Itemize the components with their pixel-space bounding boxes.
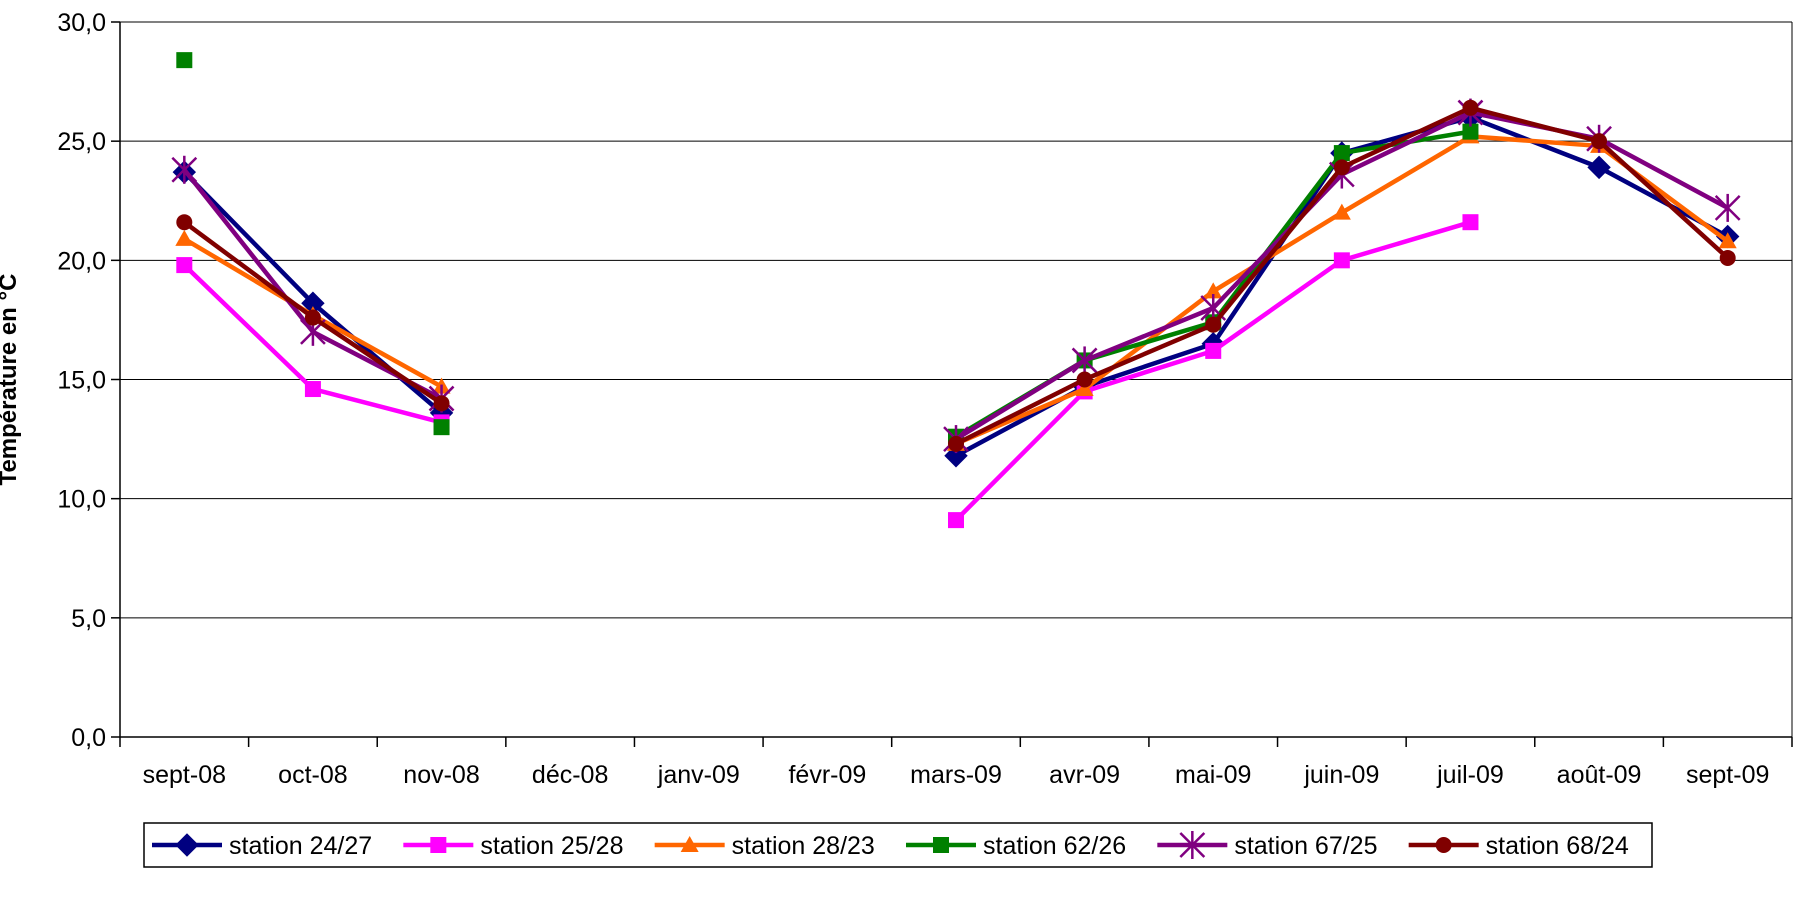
data-point (176, 214, 193, 231)
data-point (176, 257, 193, 274)
x-tick-label: sept-08 (143, 761, 226, 789)
data-point (304, 381, 321, 398)
y-axis-label: Température en °C (0, 274, 22, 486)
data-point (1179, 831, 1206, 859)
legend-label: station 24/27 (229, 832, 372, 860)
data-point (176, 52, 193, 69)
data-point (433, 395, 450, 412)
data-point (1462, 99, 1479, 116)
legend-label: station 68/24 (1486, 832, 1629, 860)
series-5 (171, 98, 1741, 454)
legend: station 24/27 station 25/28 station 28/23 s… (143, 822, 1653, 868)
data-point (948, 512, 964, 529)
x-tick-labels: sept-08 oct-08 nov-08 déc-08 janv-09 févr-09 m… (143, 761, 1770, 789)
data-point (680, 836, 699, 852)
x-tick-label: sept-09 (1686, 761, 1769, 789)
data-point (933, 837, 949, 853)
data-point (1719, 249, 1736, 266)
legend-entry: station 28/23 (654, 832, 875, 860)
legend-label: station 62/26 (983, 832, 1126, 860)
x-tick-label: oct-08 (278, 761, 347, 789)
y-tick-label: 30,0 (57, 9, 106, 37)
data-point (948, 435, 964, 452)
data-point (1205, 342, 1222, 359)
x-tick-label: avr-09 (1049, 761, 1120, 789)
y-tick-label: 0,0 (71, 724, 106, 752)
data-point (175, 833, 199, 857)
y-tick-label: 20,0 (57, 247, 106, 275)
x-tick-label: mars-09 (910, 761, 1002, 789)
legend-entry: station 25/28 (403, 832, 624, 860)
data-point (1076, 371, 1093, 388)
x-tick-label: déc-08 (532, 761, 608, 789)
y-tick-label: 10,0 (57, 486, 106, 514)
legend-label: station 28/23 (732, 832, 875, 860)
data-point (1205, 316, 1222, 333)
gridlines (120, 21, 1792, 619)
data-point (1332, 203, 1351, 220)
legend-entry: station 67/25 (1157, 831, 1378, 860)
data-point (304, 309, 321, 326)
y-tick-label: 5,0 (71, 605, 106, 633)
x-tick-label: janv-09 (657, 761, 740, 789)
data-point (1462, 123, 1479, 140)
legend-box (143, 822, 1653, 868)
data-point (1333, 159, 1350, 176)
data-point (1333, 252, 1350, 269)
data-point (1462, 214, 1479, 231)
series-6 (176, 99, 1736, 452)
legend-label: station 25/28 (480, 832, 623, 860)
series-2 (176, 214, 1479, 529)
plot-area (171, 52, 1741, 529)
data-point (430, 837, 447, 853)
y-tick-labels: 0,0 5,0 10,0 15,0 20,0 25,0 30,0 (57, 9, 106, 752)
data-point (1587, 155, 1611, 180)
axes (111, 21, 1793, 747)
series-3 (175, 127, 1737, 451)
x-tick-label: nov-08 (403, 761, 479, 789)
data-point (1204, 282, 1223, 299)
data-point (1075, 380, 1094, 397)
x-tick-label: juin-09 (1303, 761, 1379, 789)
data-point (1435, 837, 1452, 853)
data-point (1333, 145, 1350, 162)
legend-entry: station 62/26 (906, 832, 1126, 860)
data-point (433, 419, 450, 436)
legend-entry: station 24/27 (152, 832, 372, 860)
y-tick-label: 25,0 (57, 128, 106, 156)
x-tick-label: févr-09 (788, 761, 866, 789)
data-point (1591, 133, 1608, 150)
data-point (1071, 346, 1098, 375)
legend-entry: station 68/24 (1408, 832, 1629, 860)
data-point (1718, 232, 1737, 249)
series-line (954, 220, 1472, 522)
x-tick-label: mai-09 (1175, 761, 1251, 789)
data-point (1714, 193, 1741, 222)
y-tick-label: 15,0 (57, 367, 106, 395)
x-tick-label: juil-09 (1436, 761, 1504, 789)
data-point (171, 155, 198, 184)
x-tick-label: août-09 (1557, 761, 1642, 789)
legend-label: station 67/25 (1234, 832, 1377, 860)
data-point (175, 229, 194, 246)
